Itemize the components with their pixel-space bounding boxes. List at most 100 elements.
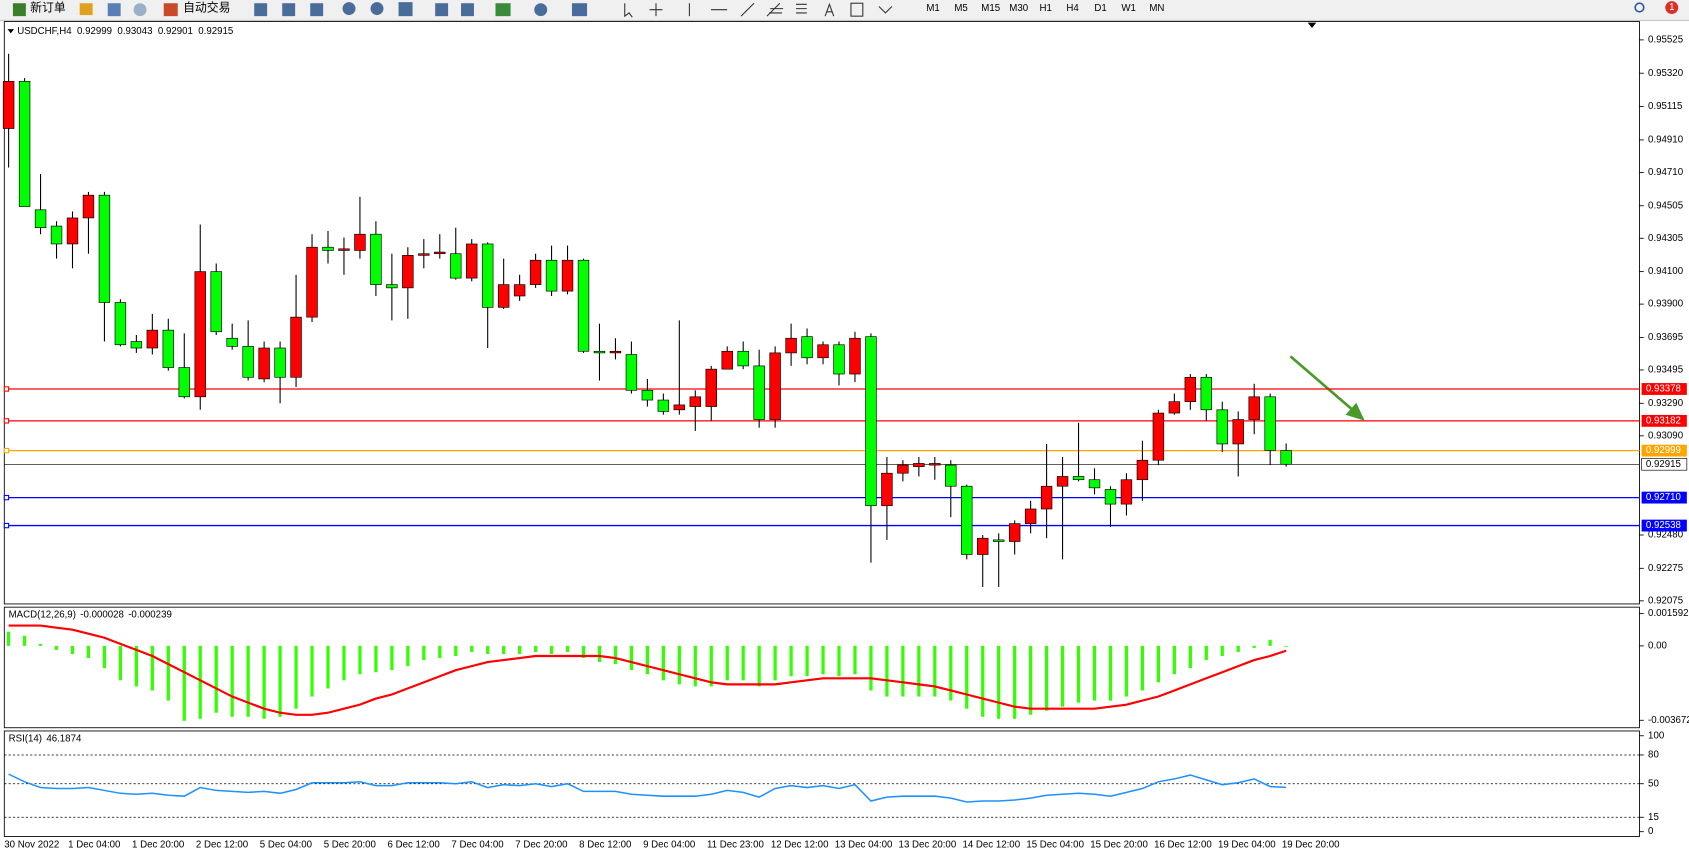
macd-bar [645, 645, 649, 675]
macd-header: MACD(12,26,9) -0.000028 -0.000239 [9, 609, 172, 620]
auto-trading-icon[interactable] [163, 3, 178, 17]
header-low: 0.92901 [158, 26, 193, 37]
chart-header: USDCHF,H4 0.92999 0.93043 0.92901 0.92915 [17, 26, 233, 37]
trendline-tool[interactable] [740, 2, 755, 17]
candle-body [609, 350, 622, 354]
shift-icon[interactable] [461, 3, 474, 17]
timeframe-button[interactable]: H4 [1066, 3, 1079, 14]
label-tool[interactable] [850, 2, 864, 17]
candle-body [881, 472, 893, 507]
macd-bar [86, 645, 91, 659]
arrows-tool[interactable] [878, 6, 893, 14]
macd-bar [214, 645, 218, 713]
macd-bar [1268, 639, 1272, 646]
new-order-icon[interactable] [12, 3, 26, 17]
macd-bar [166, 645, 170, 701]
candle-body [992, 539, 1005, 542]
new-order-button[interactable]: 新订单 [30, 1, 66, 15]
macd-bar [565, 645, 570, 652]
level-label-bg [1641, 444, 1687, 457]
timeframe-button[interactable]: W1 [1121, 3, 1136, 14]
timeframe-button[interactable]: MN [1149, 3, 1164, 14]
line-chart-icon[interactable] [310, 3, 324, 17]
crosshair-tool[interactable] [649, 3, 663, 17]
macd-bar [981, 645, 985, 717]
text-tool[interactable] [824, 2, 835, 17]
candle-body [210, 271, 222, 333]
arrow-head [1345, 402, 1365, 421]
templates-icon[interactable] [571, 3, 588, 17]
y-tick-label: 15 [1648, 812, 1659, 823]
tile-icon[interactable] [398, 2, 413, 17]
y-tick-label: 0.95320 [1648, 68, 1684, 79]
y-tick-label: 0.93495 [1648, 365, 1683, 376]
macd-bar [454, 645, 458, 657]
candle-body [833, 344, 845, 375]
macd-bar [1188, 645, 1192, 669]
candle-chart-icon[interactable] [282, 3, 296, 17]
macd-bar [725, 645, 729, 681]
candle-body [194, 271, 206, 398]
macd-bar [741, 645, 745, 681]
macd-bar [502, 645, 506, 654]
x-tick-label: 8 Dec 12:00 [579, 840, 632, 851]
macd-bar [901, 645, 905, 697]
bar-chart-icon[interactable] [254, 3, 268, 17]
x-tick-label: 16 Dec 12:00 [1154, 840, 1212, 851]
macd-bar [533, 645, 538, 652]
timeframe-button[interactable]: M15 [981, 3, 1000, 14]
timeframe-button[interactable]: H1 [1039, 3, 1051, 14]
macd-bar [54, 645, 59, 650]
y-tick-label: 0 [1648, 826, 1654, 837]
zoom-out-icon[interactable] [370, 2, 384, 16]
timeframe-button[interactable]: M1 [926, 3, 939, 14]
toolbar-bg [0, 0, 1689, 21]
zoom-in-icon[interactable] [342, 2, 356, 16]
toolbar-icon[interactable] [133, 3, 147, 17]
level-label-bg [1641, 519, 1687, 532]
y-tick-label: 0.93290 [1648, 398, 1684, 409]
cursor-tool[interactable] [624, 3, 633, 18]
candle-body [2, 81, 15, 129]
search-icon[interactable] [1634, 2, 1645, 13]
timeframe-button[interactable]: D1 [1094, 3, 1106, 14]
toolbar-icon[interactable] [79, 3, 93, 16]
x-tick-label: 19 Dec 20:00 [1282, 840, 1340, 851]
macd-bar [1124, 645, 1129, 697]
toolbar-icon[interactable] [107, 3, 121, 17]
candle-body [434, 251, 446, 255]
macd-bar [470, 645, 474, 652]
indicators-icon[interactable] [495, 3, 511, 17]
candle-body [114, 302, 127, 346]
x-tick-label: 6 Dec 12:00 [388, 840, 441, 851]
fibo-tool[interactable] [796, 3, 807, 14]
level-label: 0.92710 [1646, 492, 1682, 503]
macd-bar [917, 645, 921, 697]
candle-body [402, 255, 414, 289]
macd-bar [613, 645, 618, 665]
x-tick-label: 15 Dec 20:00 [1090, 840, 1148, 851]
macd-title: MACD(12,26,9) [9, 609, 76, 620]
candle-body [18, 81, 31, 207]
auto-trading-button[interactable]: 自动交易 [183, 1, 230, 15]
macd-bar [230, 645, 234, 717]
macd-bar [677, 645, 681, 685]
macd-bar [869, 645, 873, 691]
scroll-icon[interactable] [435, 3, 449, 17]
y-tick-label: 0.93090 [1648, 430, 1684, 441]
notification-badge[interactable] [1665, 1, 1679, 14]
level-marker [3, 522, 10, 529]
candle-body [450, 253, 462, 279]
macd-bar [1013, 645, 1017, 719]
timeframe-button[interactable]: M30 [1009, 3, 1028, 14]
periods-icon[interactable] [534, 3, 548, 17]
menu-triangle[interactable] [7, 29, 15, 34]
timeframe-button[interactable]: M5 [954, 3, 967, 14]
macd-bar [374, 645, 378, 673]
candle-body [354, 233, 366, 251]
macd-bar [885, 645, 889, 697]
candle-body [593, 350, 606, 354]
x-tick-label: 15 Dec 04:00 [1026, 840, 1084, 851]
channel-tool[interactable] [766, 2, 784, 17]
